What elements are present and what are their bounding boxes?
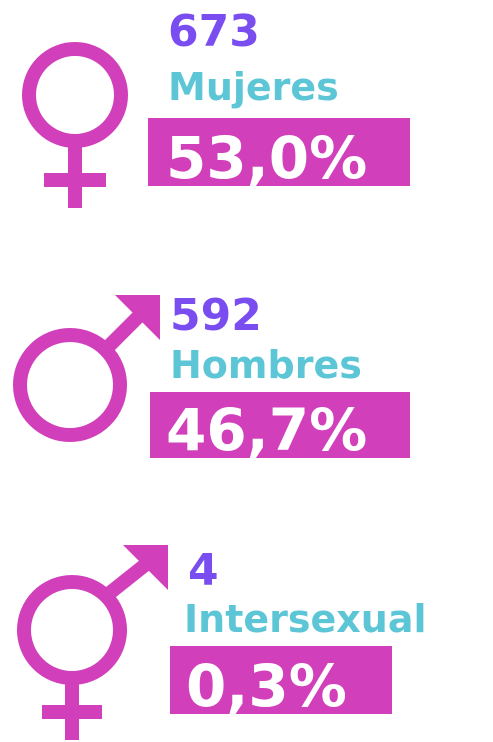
count: 673 [168, 6, 260, 57]
male-symbol [13, 295, 160, 442]
percent: 0,3% [186, 652, 347, 720]
percent: 46,7% [166, 396, 367, 464]
percent-box [170, 646, 392, 714]
label: Mujeres [168, 65, 339, 109]
female-symbol [22, 42, 128, 208]
count: 4 [188, 545, 219, 596]
percent: 53,0% [166, 124, 367, 192]
intersex-symbol [17, 545, 168, 740]
count: 592 [170, 290, 262, 341]
label: Hombres [170, 343, 362, 387]
label: Intersexual [184, 597, 427, 641]
percent-box [148, 118, 410, 186]
percent-box [150, 392, 410, 458]
